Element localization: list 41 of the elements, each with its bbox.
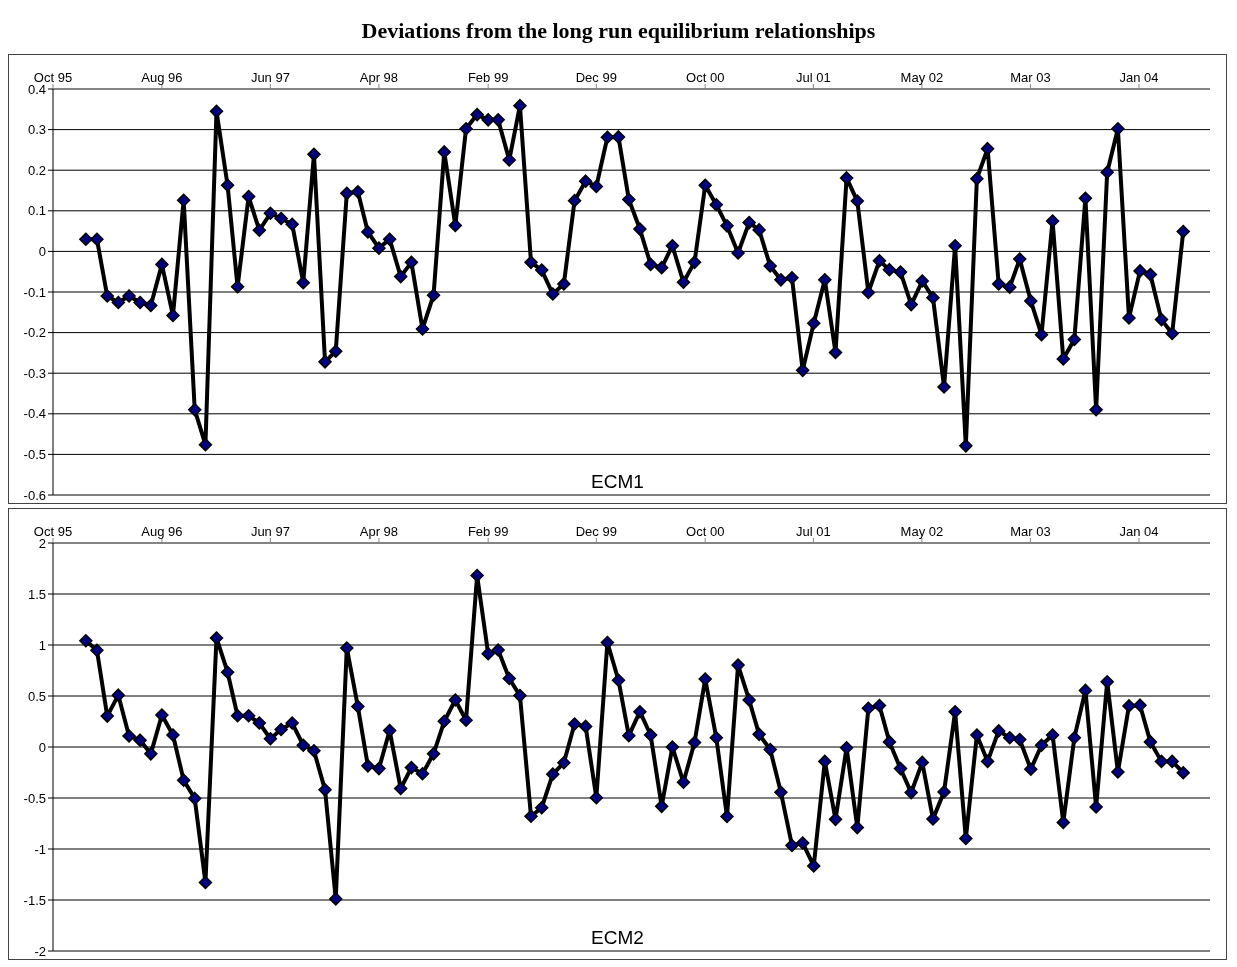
x-tick-label: Mar 03 — [1010, 70, 1051, 85]
y-tick-label: -0.2 — [23, 325, 46, 341]
x-tick-label: Mar 03 — [1010, 524, 1051, 539]
x-tick-label: Oct 00 — [686, 70, 725, 85]
x-tick-label: Aug 96 — [141, 70, 183, 85]
y-tick-label: -0.3 — [23, 365, 46, 381]
x-tick-label: Apr 98 — [359, 524, 399, 539]
y-tick-label: -0.4 — [23, 406, 46, 422]
annotation: ECM1 — [591, 471, 644, 492]
y-tick-label: -2 — [34, 943, 46, 959]
x-tick-label: Dec 99 — [575, 524, 617, 539]
y-tick-label: 1.5 — [27, 586, 46, 602]
x-tick-label: Feb 99 — [467, 524, 509, 539]
y-tick-label: 0.2 — [27, 162, 46, 178]
y-tick-label: -0.6 — [23, 487, 46, 503]
chart-title: Deviations from the long run equilibrium relationships — [360, 17, 877, 45]
y-tick-label: -1.5 — [23, 892, 46, 908]
y-tick-label: 0.3 — [27, 122, 46, 138]
x-tick-label: Aug 96 — [141, 524, 183, 539]
x-tick-label: May 02 — [900, 70, 944, 85]
x-tick-label: Apr 98 — [359, 70, 399, 85]
y-tick-label: 0 — [38, 739, 46, 755]
y-tick-label: -0.5 — [23, 790, 46, 806]
x-tick-label: Oct 00 — [686, 524, 725, 539]
x-tick-label: Feb 99 — [467, 70, 509, 85]
y-tick-label: 1 — [38, 637, 46, 653]
x-tick-label: Jan 04 — [1119, 70, 1159, 85]
y-tick-label: -0.5 — [23, 447, 46, 463]
y-tick-label: -0.1 — [23, 284, 46, 300]
y-tick-label: 0.1 — [27, 203, 46, 219]
x-tick-label: Jan 04 — [1119, 524, 1159, 539]
annotation: ECM2 — [591, 927, 644, 948]
x-tick-label: Jun 97 — [250, 70, 290, 85]
x-tick-label: May 02 — [900, 524, 944, 539]
y-tick-label: -1 — [34, 841, 46, 857]
y-tick-label: 0 — [38, 244, 46, 260]
x-tick-label: Jul 01 — [796, 70, 831, 85]
x-tick-label: Jul 01 — [796, 524, 831, 539]
x-tick-label: Jun 97 — [250, 524, 290, 539]
y-tick-label: 0.5 — [27, 688, 46, 704]
x-tick-label: Dec 99 — [575, 70, 617, 85]
